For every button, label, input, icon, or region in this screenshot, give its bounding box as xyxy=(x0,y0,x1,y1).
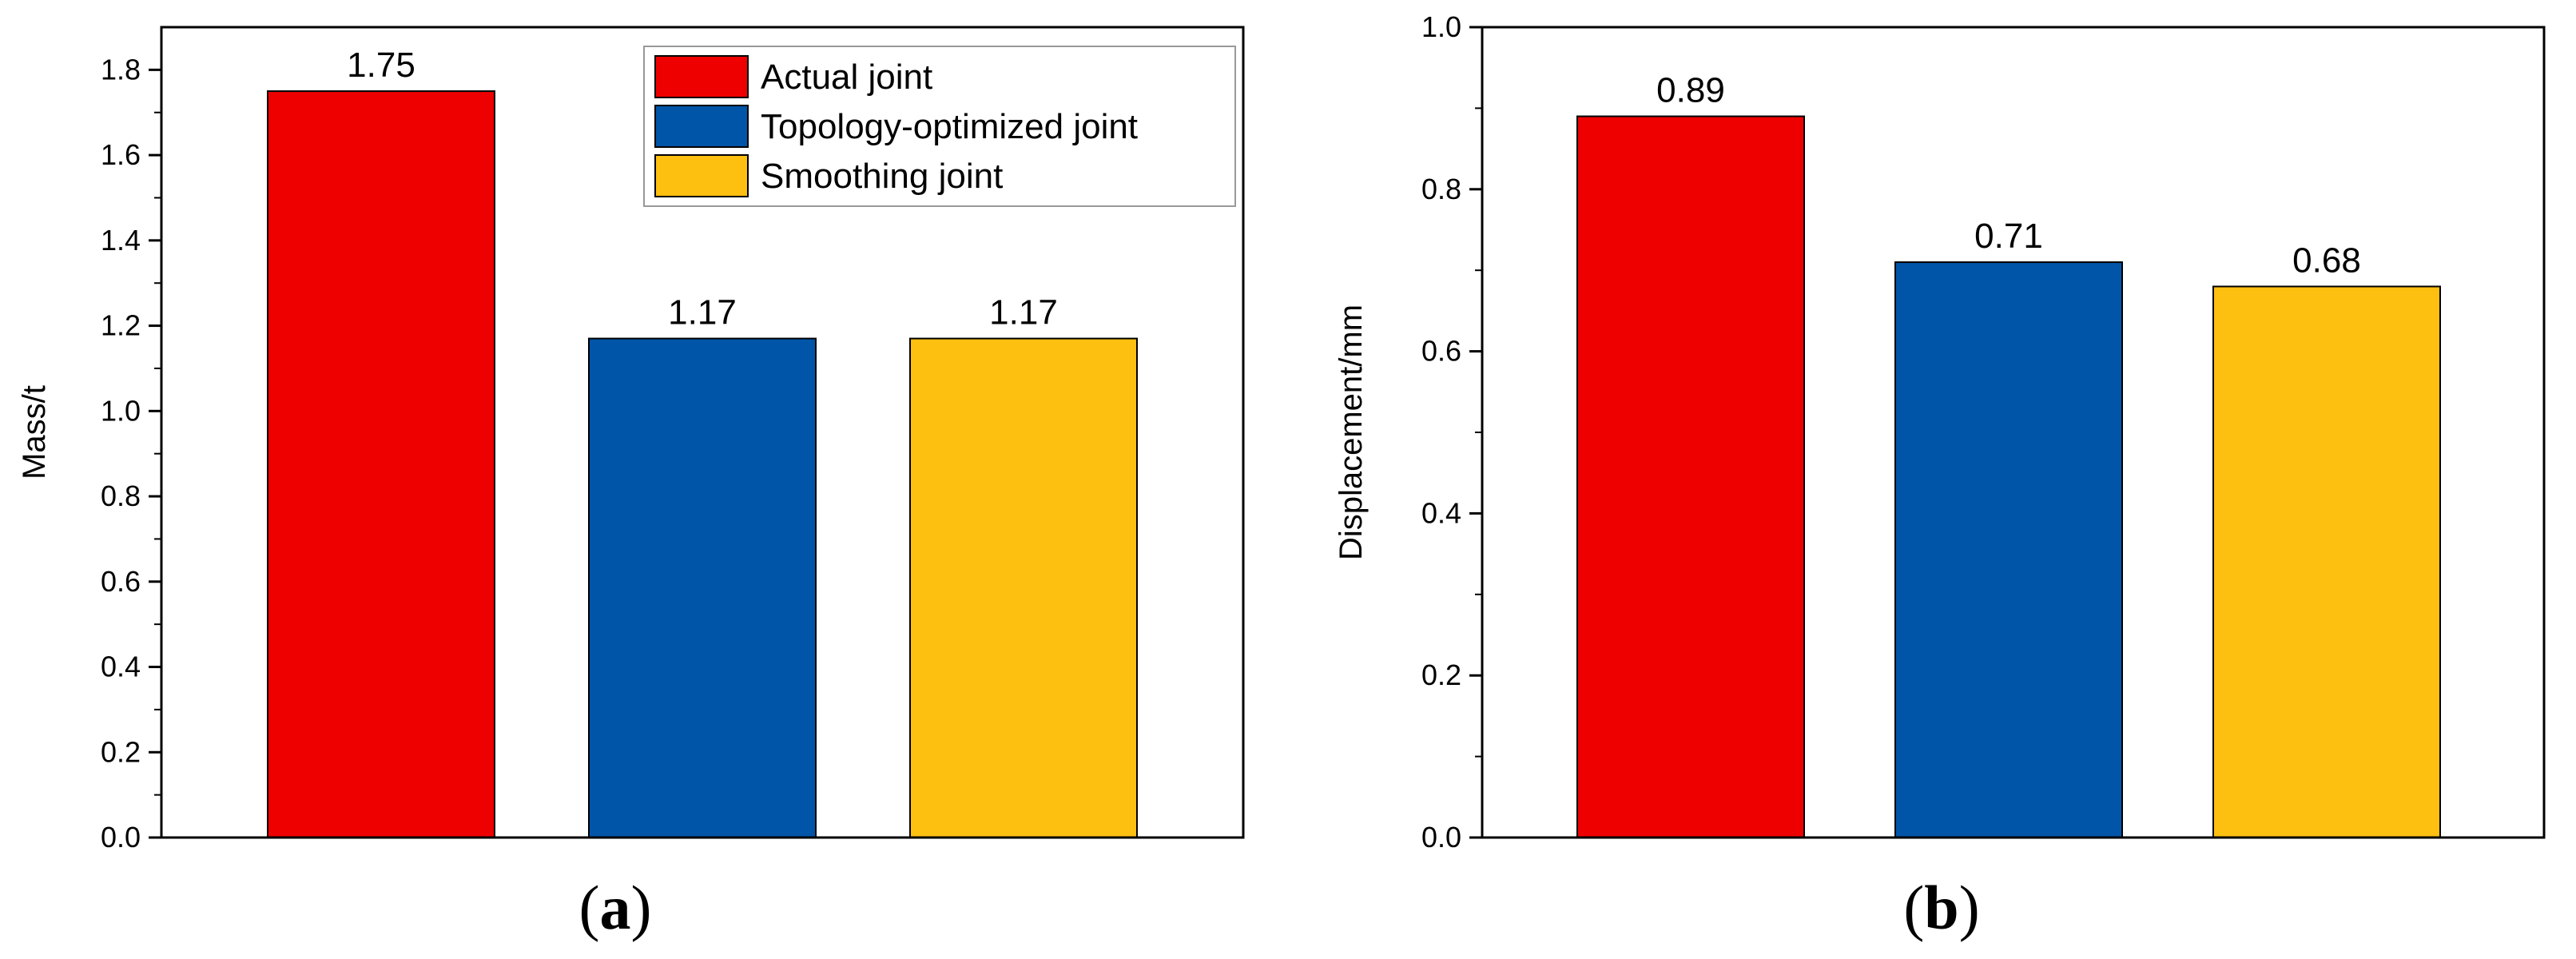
legend-label-1: Actual joint xyxy=(761,58,932,97)
y-tick-label-5: 1.0 xyxy=(1421,10,1461,43)
y-axis-title: Displacement/mm xyxy=(1334,304,1369,560)
legend: Actual joint Topology-optimized joint Smoo… xyxy=(643,46,1236,207)
y-axis-title: Mass/t xyxy=(17,385,52,480)
panel-caption-letter: a xyxy=(600,873,631,942)
panel-caption-open: ( xyxy=(1903,873,1924,942)
y-tick-label-8: 1.6 xyxy=(101,138,141,171)
y-tick-label-4: 0.8 xyxy=(101,480,141,512)
plot-frame xyxy=(160,26,1245,839)
data-label-1: 0.89 xyxy=(1656,71,1725,110)
legend-swatch-2 xyxy=(654,105,749,148)
y-tick-label-3: 0.6 xyxy=(1421,335,1461,368)
panel-caption-open: ( xyxy=(579,873,600,942)
y-tick-label-3: 0.6 xyxy=(101,565,141,598)
y-tick-label-4: 0.8 xyxy=(1421,173,1461,205)
panel-a-mass-chart: 1.75 1.17 1.17 0.0 0.2 0.4 0.6 0.8 1.0 1.2 1.4 1.6 1… xyxy=(17,26,1245,942)
legend-swatch-3 xyxy=(654,154,749,197)
bar-1 xyxy=(1576,115,1805,839)
panel-caption: (a) xyxy=(579,873,652,942)
panel-caption: (b) xyxy=(1903,873,1979,942)
bar-1 xyxy=(267,90,495,839)
bar-2 xyxy=(588,337,817,838)
bar-3 xyxy=(909,337,1138,838)
y-tick-label-5: 1.0 xyxy=(101,394,141,427)
bar-2 xyxy=(1894,261,2123,838)
y-tick-label-0: 0.0 xyxy=(101,821,141,854)
y-tick-label-9: 1.8 xyxy=(101,53,141,86)
panel-caption-close: ) xyxy=(631,873,652,942)
data-label-2: 1.17 xyxy=(668,293,737,332)
data-label-3: 0.68 xyxy=(2292,241,2361,280)
data-label-3: 1.17 xyxy=(989,293,1058,332)
y-tick-label-0: 0.0 xyxy=(1421,821,1461,854)
bar-3 xyxy=(2212,285,2441,839)
y-tick-label-2: 0.4 xyxy=(101,651,141,683)
y-tick-label-1: 0.2 xyxy=(1421,659,1461,691)
panel-caption-letter: b xyxy=(1924,873,1958,942)
data-label-2: 0.71 xyxy=(1974,217,2043,256)
y-tick-label-1: 0.2 xyxy=(101,735,141,768)
legend-label-3: Smoothing joint xyxy=(761,157,1003,196)
panel-caption-close: ) xyxy=(1959,873,1980,942)
y-tick-label-6: 1.2 xyxy=(101,309,141,342)
legend-swatch-1 xyxy=(654,55,749,98)
y-tick-label-2: 0.4 xyxy=(1421,496,1461,529)
panel-b-displacement-chart: 0.89 0.71 0.68 0.0 0.2 0.4 0.6 0.8 1.0 Displaceme… xyxy=(1334,10,2546,942)
legend-label-2: Topology-optimized joint xyxy=(761,107,1138,146)
y-tick-label-7: 1.4 xyxy=(101,224,141,257)
data-label-1: 1.75 xyxy=(347,46,415,85)
